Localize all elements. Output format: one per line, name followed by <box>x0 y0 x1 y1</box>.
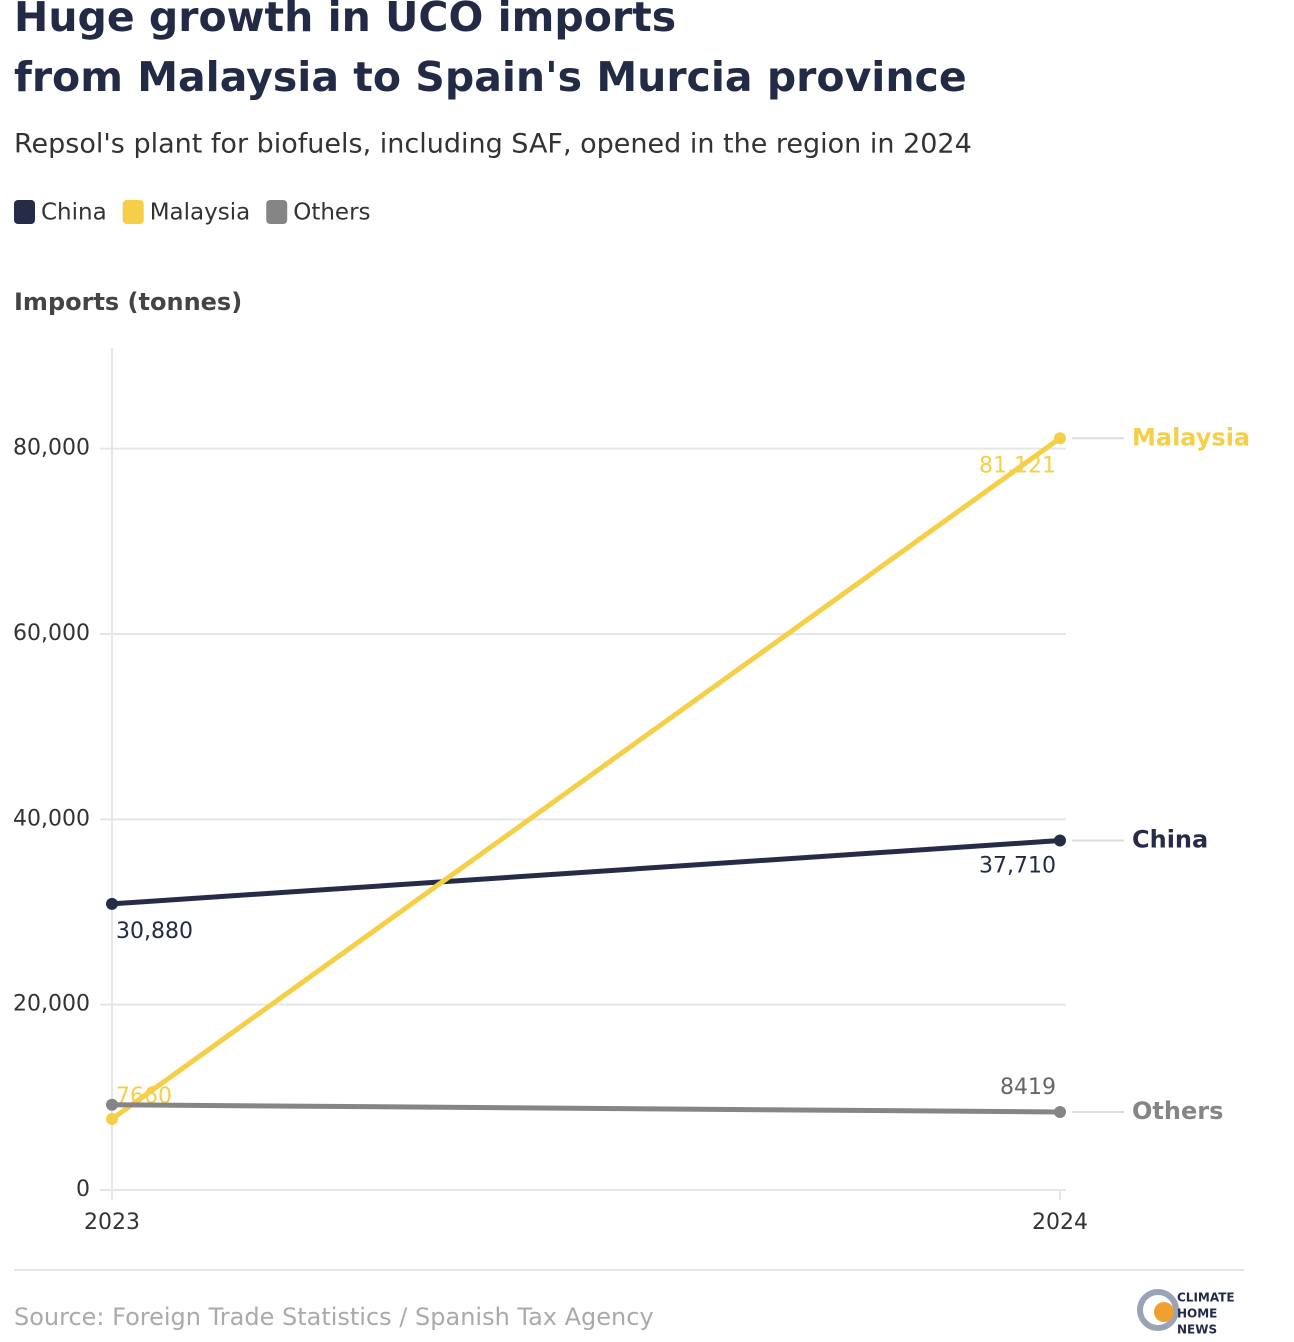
y-tick-label: 20,000 <box>13 992 90 1017</box>
series-line <box>111 838 1061 907</box>
series-line <box>110 436 1062 1122</box>
y-tick-label: 60,000 <box>13 621 90 646</box>
data-point <box>106 897 118 910</box>
chart-title: Huge growth in UCO imports <box>14 0 676 41</box>
legend-label: Malaysia <box>150 200 251 226</box>
y-tick-label: 40,000 <box>13 806 90 831</box>
data-point <box>106 1113 118 1126</box>
y-axis-title: Imports (tonnes) <box>14 288 242 316</box>
value-label: 37,710 <box>979 854 1056 879</box>
end-label: Others <box>1132 1097 1223 1125</box>
x-tick-label: 2024 <box>1032 1210 1088 1235</box>
data-point <box>1054 834 1066 847</box>
legend-swatch <box>122 200 144 224</box>
chart-subtitle: Repsol's plant for biofuels, including S… <box>14 129 972 160</box>
logo-mark <box>1154 1302 1174 1322</box>
data-point <box>106 1098 118 1111</box>
legend-label: Others <box>293 200 370 226</box>
series-line <box>111 1102 1061 1115</box>
value-label: 30,880 <box>116 919 193 944</box>
y-tick-label: 80,000 <box>13 436 90 461</box>
legend-swatch <box>14 200 35 224</box>
x-tick-label: 2023 <box>84 1210 140 1235</box>
data-point <box>1054 1105 1066 1118</box>
logo-text: CLIMATE <box>1177 1291 1235 1305</box>
value-label: 81,121 <box>979 453 1056 478</box>
logo-text: NEWS <box>1177 1323 1217 1337</box>
source: Source: Foreign Trade Statistics / Spani… <box>14 1303 654 1331</box>
data-point <box>1054 432 1066 445</box>
logo-mark <box>1137 1289 1179 1331</box>
value-label: 8419 <box>1000 1075 1056 1100</box>
logo-text: HOME <box>1177 1307 1217 1321</box>
y-tick-label: 0 <box>76 1177 90 1202</box>
legend-swatch <box>266 200 288 224</box>
logo: CLIMATE HOME NEWS <box>1137 1289 1235 1337</box>
chart-title: from Malaysia to Spain's Murcia province <box>14 53 967 101</box>
end-label: Malaysia <box>1132 423 1250 451</box>
legend-label: China <box>41 200 107 226</box>
end-label: China <box>1132 826 1208 854</box>
